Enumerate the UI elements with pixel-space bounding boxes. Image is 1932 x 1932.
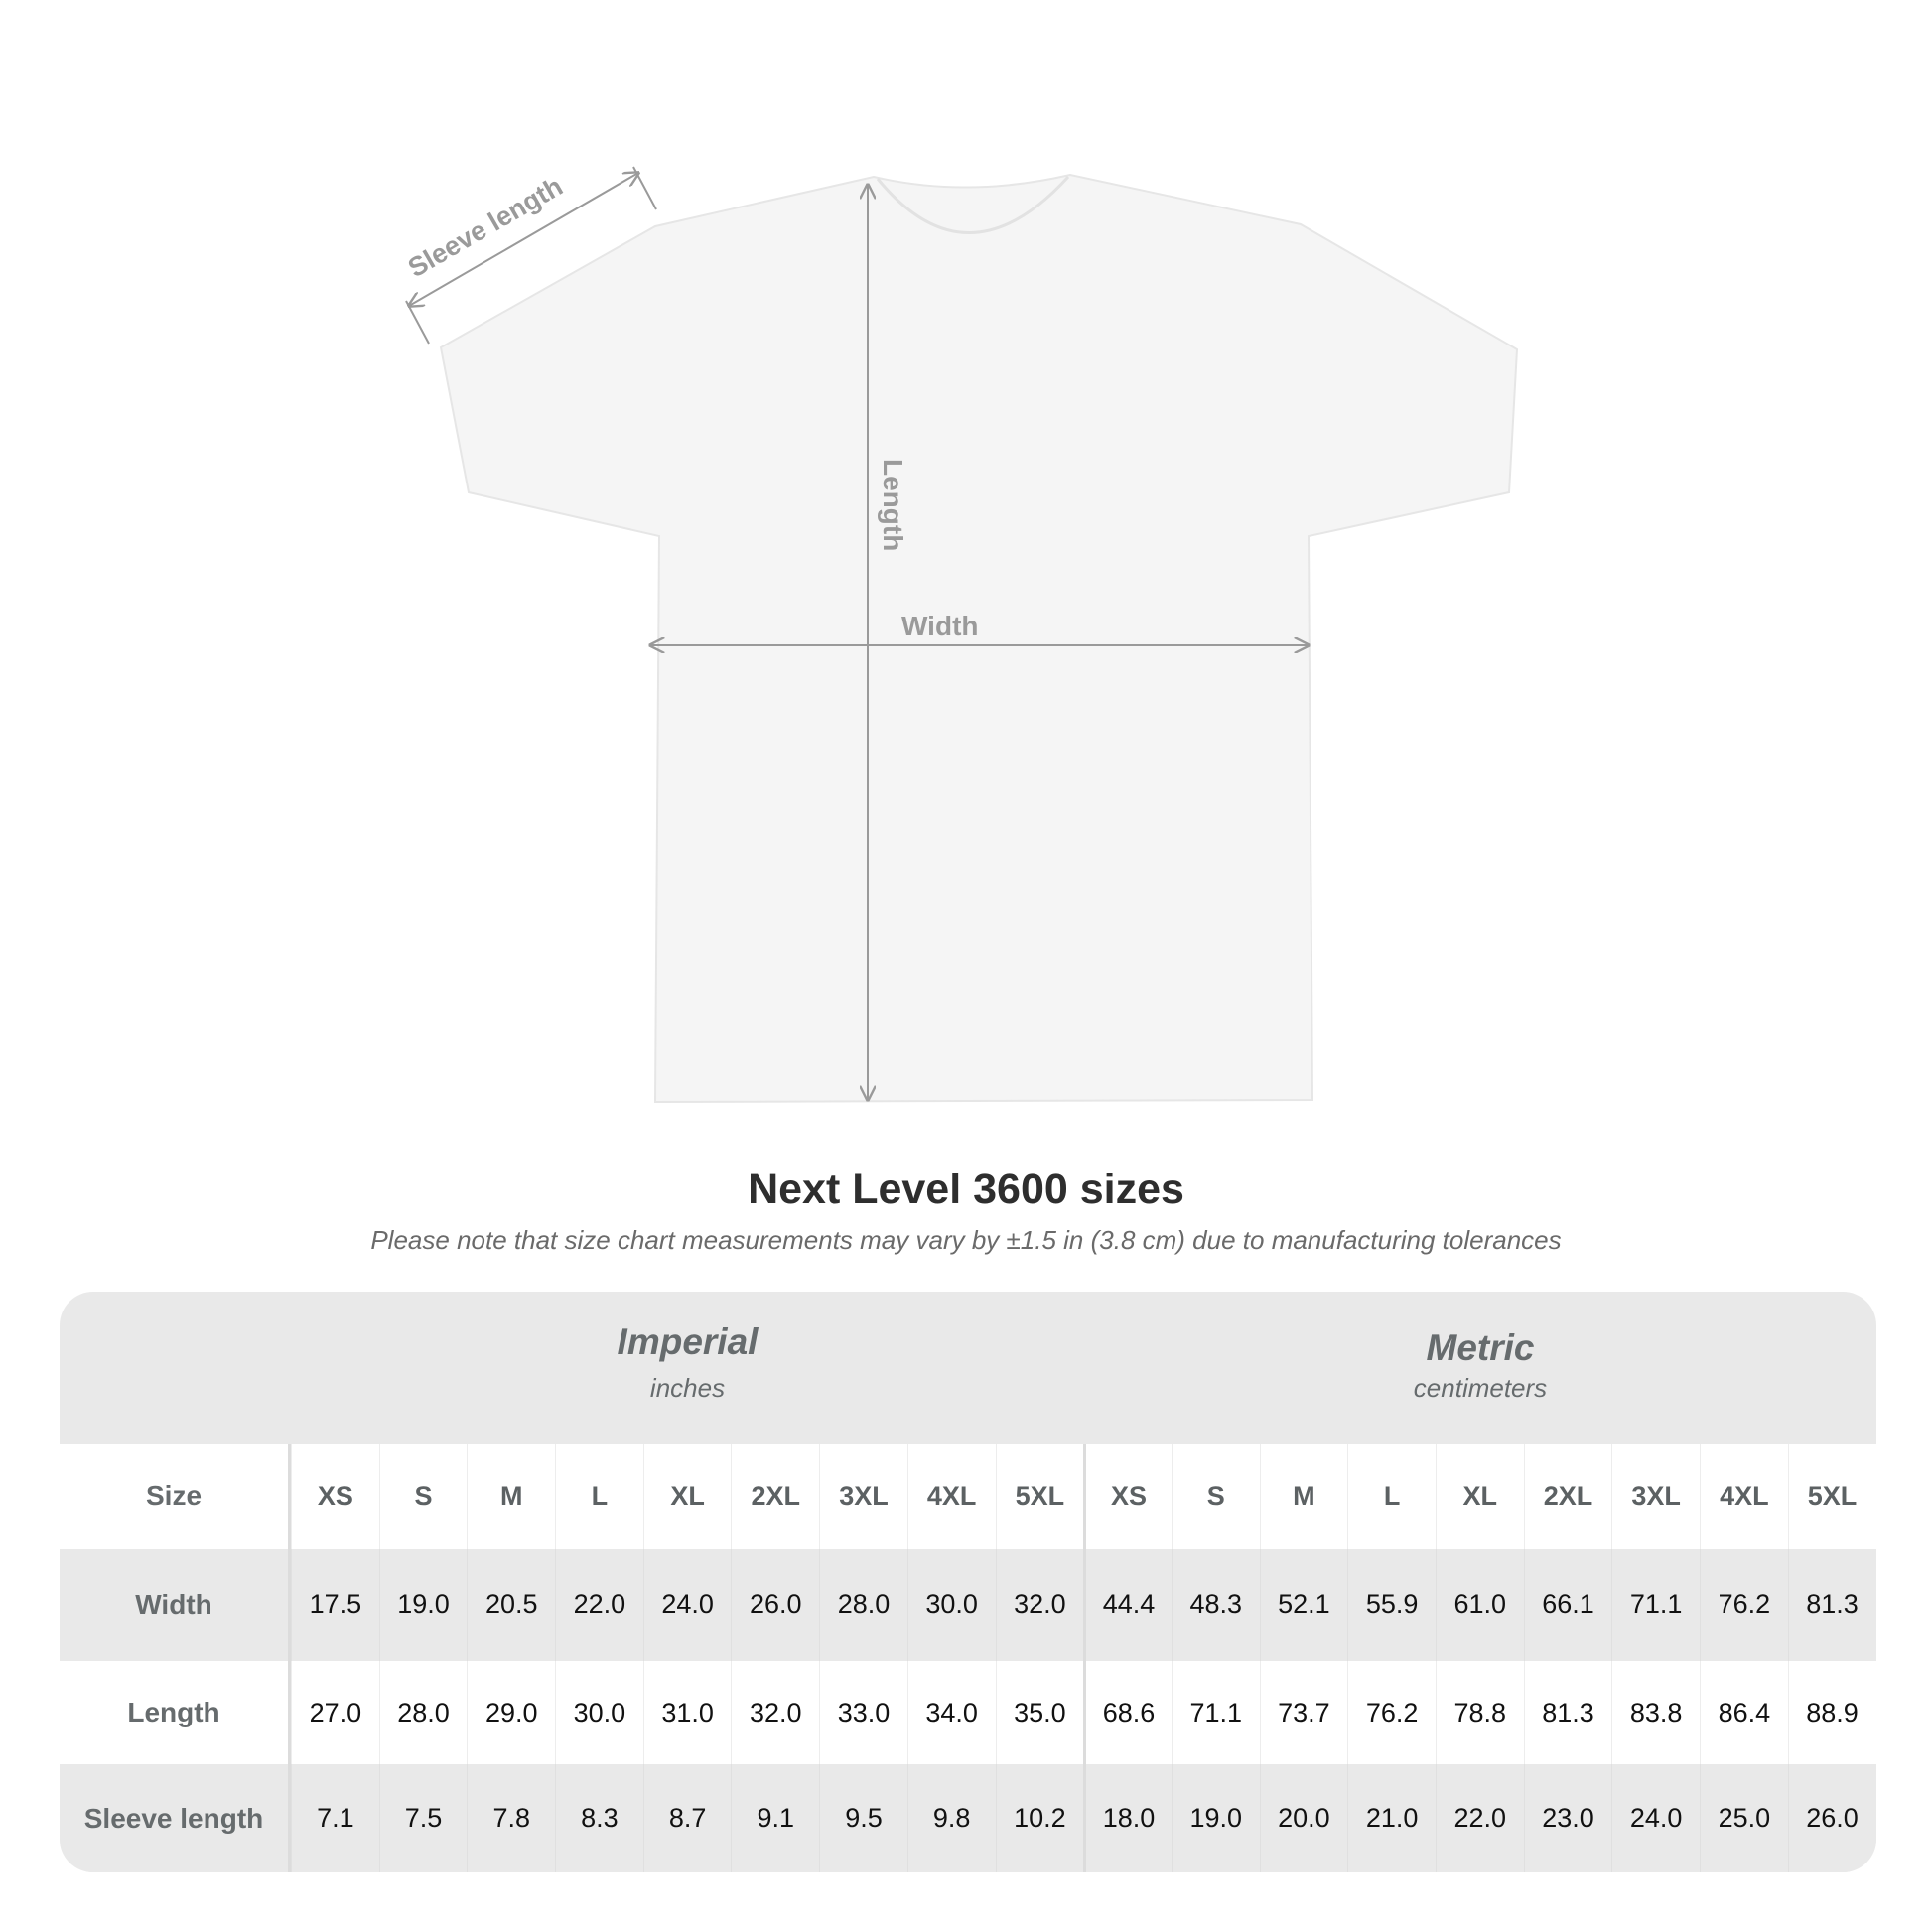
table-cell: 71.1 (1611, 1549, 1700, 1661)
table-cell: 23.0 (1523, 1764, 1612, 1872)
table-cell: 9.1 (731, 1764, 819, 1872)
table-cell: 32.0 (731, 1661, 819, 1764)
table-cell: 44.4 (1083, 1549, 1172, 1661)
table-cell: 55.9 (1347, 1549, 1436, 1661)
table-cell: S (378, 1444, 468, 1549)
collar (876, 175, 1070, 234)
table-cell: 29.0 (467, 1661, 555, 1764)
table-cell: 4XL (1700, 1444, 1788, 1549)
table-cell: 66.1 (1523, 1549, 1612, 1661)
table-cell: 8.7 (642, 1764, 732, 1872)
table-cell: 52.1 (1259, 1549, 1348, 1661)
table-cell: 27.0 (291, 1661, 379, 1764)
table-cell: 28.0 (378, 1661, 468, 1764)
table-cell: 3XL (1611, 1444, 1700, 1549)
table-cell: XL (642, 1444, 732, 1549)
table-cell: 71.1 (1171, 1661, 1260, 1764)
table-cell: 33.0 (819, 1661, 907, 1764)
row-label: Length (60, 1661, 291, 1764)
table-cell: 30.0 (906, 1549, 996, 1661)
table-cell: 19.0 (1171, 1764, 1260, 1872)
table-row: Width 17.5 19.0 20.5 22.0 24.0 26.0 28.0 30.0 32.… (60, 1549, 1876, 1661)
table-cell: 17.5 (291, 1549, 379, 1661)
row-label: Sleeve length (60, 1764, 291, 1872)
table-cell: 5XL (995, 1444, 1084, 1549)
table-cell: 26.0 (731, 1549, 819, 1661)
table-cell: 61.0 (1435, 1549, 1524, 1661)
table-cell: 21.0 (1347, 1764, 1436, 1872)
table-cell: 9.5 (819, 1764, 907, 1872)
table-cell: XS (291, 1444, 379, 1549)
table-cell: M (1259, 1444, 1348, 1549)
tshirt-diagram: Sleeve length Length Width (403, 166, 1519, 1104)
table-cell: 24.0 (642, 1549, 732, 1661)
metric-header: Metric centimeters (1413, 1327, 1548, 1403)
table-cell: 25.0 (1700, 1764, 1788, 1872)
tolerance-note: Please note that size chart measurements… (370, 1225, 1562, 1255)
size-table: Imperial inches Metric centimeters Size … (60, 1292, 1876, 1872)
table-cell: 22.0 (1435, 1764, 1524, 1872)
page-title: Next Level 3600 sizes (748, 1166, 1184, 1213)
table-cell: 24.0 (1611, 1764, 1700, 1872)
table-cell: XL (1435, 1444, 1524, 1549)
table-cell: 2XL (731, 1444, 819, 1549)
table-cell: 34.0 (906, 1661, 996, 1764)
table-cell: 30.0 (555, 1661, 643, 1764)
table-cell: 81.3 (1787, 1549, 1876, 1661)
table-cell: 19.0 (378, 1549, 468, 1661)
table-cell: L (555, 1444, 643, 1549)
table-cell: 86.4 (1700, 1661, 1788, 1764)
table-cell: 88.9 (1787, 1661, 1876, 1764)
table-cell: 18.0 (1083, 1764, 1172, 1872)
table-cell: 4XL (906, 1444, 996, 1549)
table-cell: 81.3 (1523, 1661, 1612, 1764)
table-cell: 9.8 (906, 1764, 996, 1872)
table-cell: 7.1 (291, 1764, 379, 1872)
table-cell: 22.0 (555, 1549, 643, 1661)
table-cell: M (467, 1444, 555, 1549)
table-row: Length 27.0 28.0 29.0 30.0 31.0 32.0 33.0 34.0 35… (60, 1661, 1876, 1764)
table-cell: 2XL (1523, 1444, 1612, 1549)
table-cell: 48.3 (1171, 1549, 1260, 1661)
size-row: Size XS S M L XL 2XL 3XL 4XL 5XL XS S M L XL 2XL 3XL 4XL… (60, 1444, 1876, 1549)
table-cell: 8.3 (555, 1764, 643, 1872)
table-cell: S (1171, 1444, 1260, 1549)
table-cell: L (1347, 1444, 1436, 1549)
width-label: Width (901, 611, 979, 641)
table-cell: 31.0 (642, 1661, 732, 1764)
table-cell: 5XL (1787, 1444, 1876, 1549)
sleeve-arrow (409, 173, 638, 306)
table-cell: 73.7 (1259, 1661, 1348, 1764)
table-row: Sleeve length 7.1 7.5 7.8 8.3 8.7 9.1 9.5 9.8 10.… (60, 1764, 1876, 1872)
table-cell: 76.2 (1347, 1661, 1436, 1764)
table-cell: 32.0 (995, 1549, 1084, 1661)
row-label: Width (60, 1549, 291, 1661)
table-cell: XS (1083, 1444, 1172, 1549)
table-cell: 76.2 (1700, 1549, 1788, 1661)
table-cell: 3XL (819, 1444, 907, 1549)
table-cell: 83.8 (1611, 1661, 1700, 1764)
table-cell: 10.2 (995, 1764, 1084, 1872)
table-cell: 35.0 (995, 1661, 1084, 1764)
length-label: Length (878, 459, 908, 551)
table-cell: 20.0 (1259, 1764, 1348, 1872)
table-cell: 78.8 (1435, 1661, 1524, 1764)
tshirt-shape (439, 173, 1519, 1104)
table-cell: 28.0 (819, 1549, 907, 1661)
table-cell: 7.5 (378, 1764, 468, 1872)
table-cell: 7.8 (467, 1764, 555, 1872)
table-cell: 68.6 (1083, 1661, 1172, 1764)
imperial-header: Imperial inches (617, 1321, 759, 1403)
table-cell: 26.0 (1787, 1764, 1876, 1872)
table-cell: 20.5 (467, 1549, 555, 1661)
